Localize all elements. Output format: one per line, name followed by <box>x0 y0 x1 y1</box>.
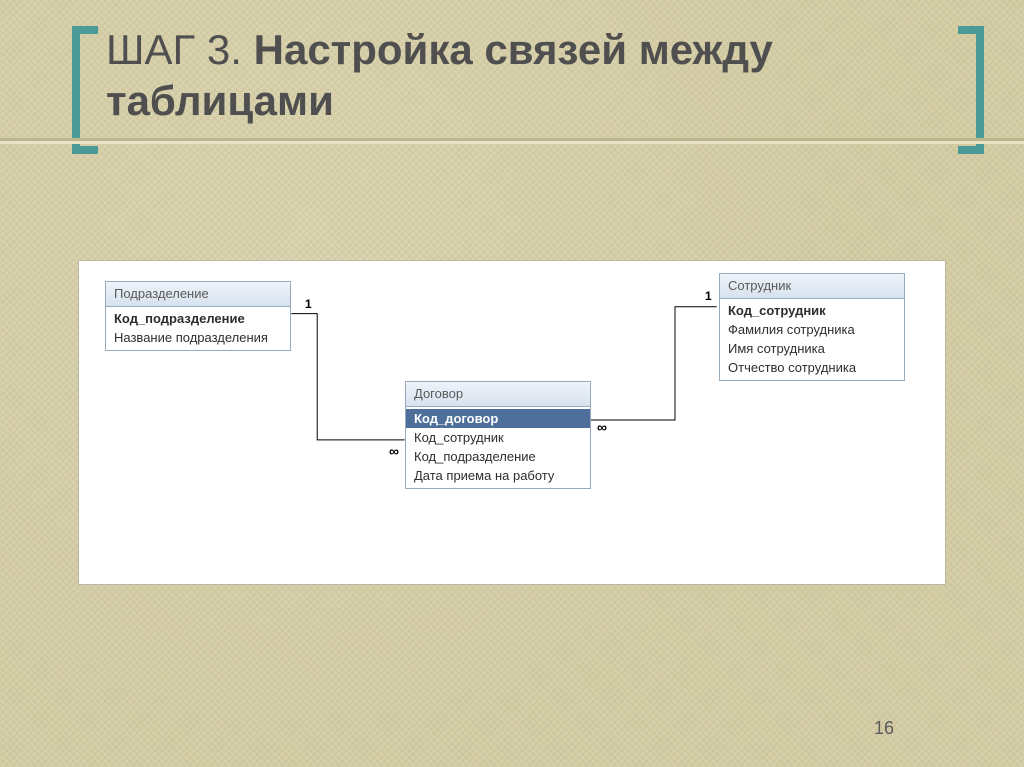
table-fields: Код_подразделениеНазвание подразделения <box>106 307 290 350</box>
title-prefix: ШАГ 3. <box>106 26 254 73</box>
table-header: Сотрудник <box>720 274 904 299</box>
table-header: Подразделение <box>106 282 290 307</box>
table-header: Договор <box>406 382 590 407</box>
table-field: Дата приема на работу <box>406 466 590 485</box>
title-underline <box>0 138 1024 144</box>
table-dogovor: ДоговорКод_договорКод_сотрудникКод_подра… <box>405 381 591 489</box>
table-field: Код_договор <box>406 409 590 428</box>
relationship-diagram: ПодразделениеКод_подразделениеНазвание п… <box>78 260 946 585</box>
table-field: Код_подразделение <box>106 309 290 328</box>
table-field: Код_подразделение <box>406 447 590 466</box>
bracket-left <box>72 26 106 154</box>
table-field: Название подразделения <box>106 328 290 347</box>
table-fields: Код_сотрудникФамилия сотрудникаИмя сотру… <box>720 299 904 380</box>
cardinality-label: ∞ <box>597 419 607 435</box>
page-number: 16 <box>874 718 894 739</box>
table-field: Код_сотрудник <box>720 301 904 320</box>
table-field: Фамилия сотрудника <box>720 320 904 339</box>
slide-title: ШАГ 3. Настройка связей между таблицами <box>106 24 956 126</box>
table-podrazdelenie: ПодразделениеКод_подразделениеНазвание п… <box>105 281 291 351</box>
table-sotrudnik: СотрудникКод_сотрудникФамилия сотрудника… <box>719 273 905 381</box>
cardinality-label: 1 <box>705 289 712 303</box>
cardinality-label: 1 <box>305 297 312 311</box>
table-field: Имя сотрудника <box>720 339 904 358</box>
table-field: Код_сотрудник <box>406 428 590 447</box>
cardinality-label: ∞ <box>389 443 399 459</box>
table-fields: Код_договорКод_сотрудникКод_подразделени… <box>406 407 590 488</box>
table-field: Отчество сотрудника <box>720 358 904 377</box>
